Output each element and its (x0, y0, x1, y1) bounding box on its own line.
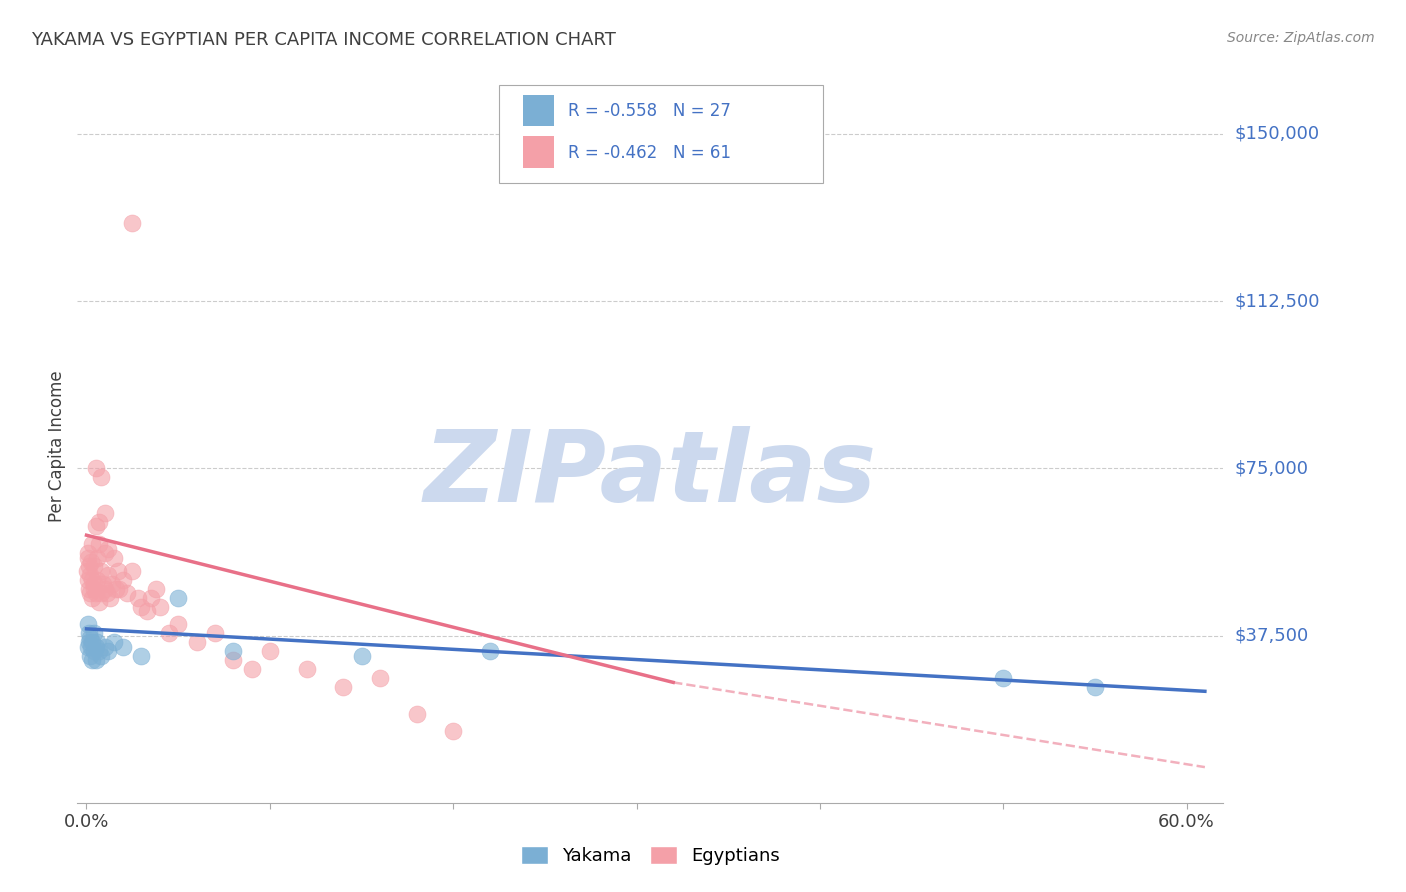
Point (115, 586, 138, 600)
Text: YAKAMA VS EGYPTIAN PER CAPITA INCOME CORRELATION CHART: YAKAMA VS EGYPTIAN PER CAPITA INCOME COR… (31, 31, 616, 49)
Point (94, 506, 117, 520)
Point (80, 640, 103, 654)
Y-axis label: Per Capita Income: Per Capita Income (48, 370, 66, 522)
Point (101, 577, 124, 591)
Point (108, 582, 131, 596)
Point (97, 541, 120, 556)
Point (83, 559, 105, 574)
Point (121, 216, 143, 230)
Point (350, 648, 373, 663)
Point (96, 586, 118, 600)
Point (89, 644, 111, 658)
Point (98, 591, 121, 605)
Point (86, 573, 108, 587)
Point (295, 662, 318, 676)
Point (90, 586, 112, 600)
Point (79, 631, 101, 645)
Point (222, 653, 245, 667)
Point (149, 599, 172, 614)
Point (84, 461, 107, 475)
Legend: Yakama, Egyptians: Yakama, Egyptians (513, 838, 787, 872)
Point (77, 559, 100, 574)
Point (112, 640, 135, 654)
Point (222, 644, 245, 658)
Point (76, 564, 98, 578)
Text: $150,000: $150,000 (1234, 125, 1319, 143)
Point (332, 680, 354, 694)
Point (405, 706, 427, 721)
Point (103, 635, 125, 649)
Text: R = -0.558   N = 27: R = -0.558 N = 27 (568, 102, 731, 120)
Point (103, 550, 125, 565)
Point (84, 653, 107, 667)
Point (80, 537, 103, 551)
Point (478, 644, 501, 658)
Point (167, 591, 190, 605)
Point (90, 470, 112, 484)
Text: $75,000: $75,000 (1234, 459, 1309, 477)
Text: R = -0.462   N = 61: R = -0.462 N = 61 (568, 144, 731, 161)
Point (441, 724, 464, 739)
Point (84, 519, 107, 533)
Point (240, 662, 263, 676)
Point (79, 568, 101, 582)
Point (89, 595, 111, 609)
Text: ZIPatlas: ZIPatlas (423, 426, 877, 523)
Point (139, 591, 162, 605)
Point (94, 640, 117, 654)
Point (77, 626, 100, 640)
Point (80, 573, 103, 587)
Text: $112,500: $112,500 (1234, 292, 1320, 310)
Point (121, 564, 143, 578)
Point (86, 635, 108, 649)
Point (80, 591, 103, 605)
Point (186, 635, 208, 649)
Point (97, 568, 120, 582)
Point (145, 582, 167, 596)
Point (83, 626, 105, 640)
Point (83, 582, 105, 596)
Point (79, 586, 101, 600)
Point (77, 635, 100, 649)
Point (127, 591, 149, 605)
Point (77, 582, 100, 596)
Point (89, 515, 111, 529)
Point (131, 599, 153, 614)
Point (94, 582, 117, 596)
Point (84, 640, 107, 654)
Point (136, 604, 159, 618)
Point (107, 564, 129, 578)
Point (131, 648, 153, 663)
Point (80, 653, 103, 667)
Point (77, 550, 100, 565)
Point (112, 573, 135, 587)
Point (90, 564, 112, 578)
Point (77, 640, 100, 654)
Point (80, 555, 103, 569)
Point (259, 644, 281, 658)
Point (91, 577, 114, 591)
Point (1084, 680, 1107, 694)
Point (368, 671, 391, 685)
Text: Source: ZipAtlas.com: Source: ZipAtlas.com (1227, 31, 1375, 45)
Text: $37,500: $37,500 (1234, 626, 1309, 645)
Point (104, 582, 127, 596)
Point (77, 573, 100, 587)
Point (993, 671, 1015, 685)
Point (79, 648, 101, 663)
Point (86, 550, 108, 565)
Point (77, 546, 100, 560)
Point (83, 577, 105, 591)
Point (89, 537, 111, 551)
Point (80, 635, 103, 649)
Point (83, 644, 105, 658)
Point (157, 626, 180, 640)
Point (90, 648, 112, 663)
Point (94, 546, 117, 560)
Point (77, 617, 100, 632)
Point (97, 644, 120, 658)
Point (204, 626, 226, 640)
Point (84, 586, 107, 600)
Point (167, 617, 190, 632)
